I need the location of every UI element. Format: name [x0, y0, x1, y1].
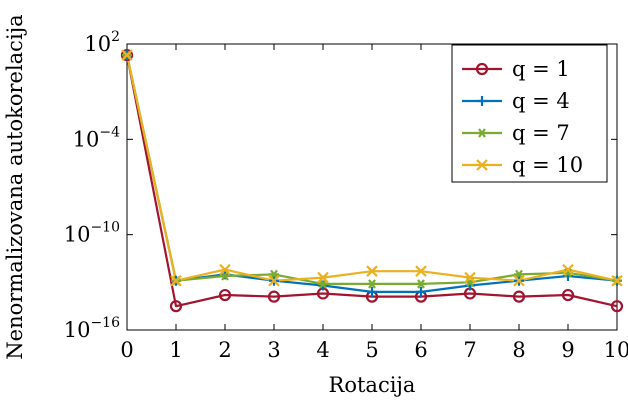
data-point — [269, 269, 279, 280]
x-tick-label: 8 — [512, 338, 525, 362]
data-point — [219, 263, 231, 276]
x-tick-label: 6 — [414, 338, 427, 362]
x-tick-label: 1 — [169, 338, 182, 362]
data-point — [317, 271, 329, 284]
x-tick-label: 2 — [218, 338, 231, 362]
data-point — [367, 279, 377, 289]
x-tick-label: 7 — [463, 338, 476, 362]
legend-label: q = 7 — [512, 121, 570, 145]
legend-marker — [475, 62, 489, 76]
data-point — [611, 274, 623, 287]
data-point — [415, 265, 427, 277]
data-point — [267, 290, 281, 303]
legend-label: q = 4 — [512, 89, 570, 113]
x-tick-label: 0 — [120, 338, 133, 362]
x-tick-label: 10 — [604, 338, 628, 362]
y-axis-label: Nenormalizovana autokorelacija — [3, 14, 27, 359]
data-point — [220, 271, 230, 281]
data-point — [268, 274, 280, 287]
data-point — [367, 286, 377, 297]
data-point — [610, 300, 624, 313]
legend-label: q = 1 — [512, 57, 570, 81]
y-tick-label: 102 — [84, 29, 120, 56]
series-markers — [120, 49, 624, 313]
legend-marker — [477, 128, 487, 138]
data-point — [170, 274, 182, 287]
data-point — [318, 279, 328, 289]
y-tick-label: 10−16 — [64, 315, 120, 342]
legend-label: q = 10 — [512, 153, 583, 177]
legend: q = 1 q = 4 q = 7 q = 10 — [451, 44, 608, 183]
y-tick-label: 10−4 — [73, 124, 120, 151]
data-point — [514, 269, 524, 280]
x-tick-label: 5 — [365, 338, 378, 362]
data-point — [366, 265, 378, 277]
x-axis-label: Rotacija — [329, 373, 416, 397]
legend-marker — [476, 159, 488, 171]
data-point — [561, 288, 575, 302]
axis-ticks: 0 1 2 3 4 5 6 7 8 9 10 102 10−4 10−10 10−16 — [64, 29, 628, 362]
data-point — [464, 271, 476, 284]
data-point — [218, 288, 232, 302]
data-point — [169, 300, 183, 313]
data-point — [562, 263, 574, 276]
data-point — [416, 286, 426, 297]
data-point — [121, 49, 133, 61]
x-tick-label: 9 — [561, 338, 574, 362]
data-point — [512, 290, 526, 303]
y-tick-label: 10−10 — [64, 220, 120, 247]
x-tick-label: 4 — [316, 338, 329, 362]
data-point — [416, 279, 426, 289]
x-tick-label: 3 — [267, 338, 280, 362]
data-point — [513, 274, 525, 287]
legend-marker — [477, 96, 487, 106]
